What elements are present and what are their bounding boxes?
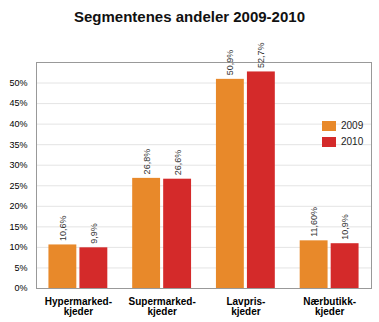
svg-text:15%: 15% [9,222,27,232]
svg-text:Hypermarked-kjeder: Hypermarked-kjeder [45,296,112,318]
svg-text:30%: 30% [9,160,27,170]
svg-text:25%: 25% [9,181,27,191]
svg-text:Nærbutikk-kjeder: Nærbutikk-kjeder [303,296,356,318]
svg-text:45%: 45% [9,98,27,108]
svg-text:40%: 40% [9,119,27,129]
svg-text:52,7%: 52,7% [256,42,266,68]
svg-text:10,6%: 10,6% [58,215,68,241]
svg-text:10,9%: 10,9% [340,214,350,240]
svg-text:Supermarked-kjeder: Supermarked-kjeder [129,296,196,318]
svg-text:50,9%: 50,9% [225,50,235,76]
svg-text:11,60%: 11,60% [309,207,319,237]
svg-text:9,9%: 9,9% [89,223,99,244]
svg-text:26,8%: 26,8% [142,149,152,175]
svg-text:50%: 50% [9,78,27,88]
html-text:Segmentenes andeler 2009-2010: Segmentenes andeler 2009-2010 [74,8,305,25]
svg-text:20%: 20% [9,201,27,211]
svg-text:10%: 10% [9,242,27,252]
html-text:2010: 2010 [341,136,364,147]
svg-text:5%: 5% [14,263,27,273]
svg-text:Lavpris-kjeder: Lavpris-kjeder [226,296,265,318]
svg-text:0%: 0% [14,283,27,293]
html-text:2009: 2009 [341,120,364,131]
svg-text:35%: 35% [9,140,27,150]
svg-text:26,6%: 26,6% [172,150,182,176]
